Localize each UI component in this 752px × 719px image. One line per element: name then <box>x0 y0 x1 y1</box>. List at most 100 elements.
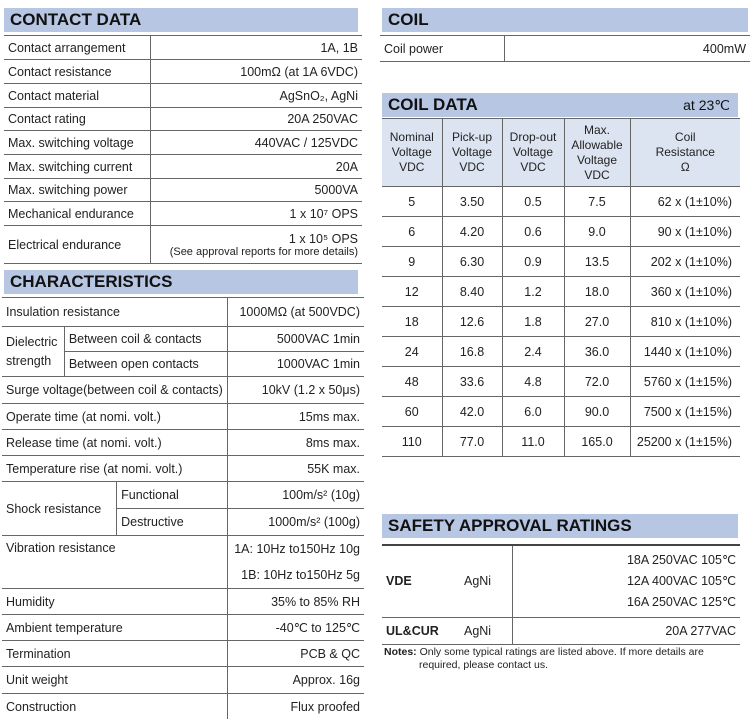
contact-row: Mechanical endurance 1 x 10⁷ OPS <box>4 201 362 226</box>
coil-data-header-line: VDC <box>520 160 546 174</box>
contact-row-value: 1 x 10⁷ OPS <box>149 201 362 226</box>
coil-data-cell: 25200 x (1±15%) <box>629 426 740 457</box>
char-row: Release time (at nomi. volt.) 8ms max. <box>2 429 364 456</box>
char-row-value: 8ms max. <box>226 429 364 456</box>
contact-row: Contact material AgSnO₂, AgNi <box>4 83 362 108</box>
contact-row-value: 100mΩ (at 1A 6VDC) <box>149 59 362 84</box>
coil-data-cell: 27.0 <box>563 306 630 337</box>
coil-data-cell: 12.6 <box>441 306 502 337</box>
char-row-value: 10kV (1.2 x 50μs) <box>226 376 364 404</box>
coil-data-cell: 6.0 <box>501 396 564 427</box>
coil-data-header-line: Voltage <box>391 145 432 159</box>
contact-row-value-text: 20A 250VAC <box>287 112 358 126</box>
coil-data-header-line: Coil <box>674 130 696 144</box>
coil-data-cell: 5760 x (1±15%) <box>629 366 740 397</box>
shock-sub-label-1: Functional <box>116 481 228 509</box>
coil-data-header-line: Ω <box>680 160 690 174</box>
coil-table: Coil power 400mW <box>380 35 750 62</box>
char-row-label: Operate time (at nomi. volt.) <box>2 403 228 430</box>
coil-data-header-line: Nominal <box>389 130 434 144</box>
contact-row: Contact arrangement 1A, 1B <box>4 35 362 60</box>
coil-data-cell: 12 <box>382 276 442 307</box>
contact-row-value-text: 20A <box>335 159 358 174</box>
coil-data-row: 5 3.50 0.5 7.5 62 x (1±10%) <box>382 186 740 217</box>
char-row: Humidity 35% to 85% RH <box>2 588 364 615</box>
contact-row-label: Contact arrangement <box>4 35 150 60</box>
contact-row-value-text: 440VAC / 125VDC <box>254 135 358 150</box>
char-row-value: 35% to 85% RH <box>226 588 364 615</box>
vibration-values: 1A: 10Hz to150Hz 10g 1B: 10Hz to150Hz 5g <box>226 535 364 589</box>
coil-data-cell: 1.2 <box>501 276 564 307</box>
coil-data-cell: 13.5 <box>563 246 630 277</box>
coil-data-cell: 9.0 <box>563 216 630 247</box>
char-row-insulation: Insulation resistance 1000MΩ (at 500VDC) <box>2 297 364 327</box>
coil-data-cell: 18.0 <box>563 276 630 307</box>
safety-title: SAFETY APPROVAL RATINGS <box>388 516 632 535</box>
char-row-label: Ambient temperature <box>2 614 228 641</box>
coil-data-cell: 33.6 <box>441 366 502 397</box>
coil-data-column-header: Max. Allowable Voltage VDC <box>563 118 630 187</box>
safety-table: VDE AgNi 18A 250VAC 105℃ 12A 400VAC 105℃… <box>382 544 740 645</box>
insulation-value: 1000MΩ (at 500VDC) <box>226 297 364 327</box>
coil-data-column-header: Pick-up Voltage VDC <box>441 118 502 187</box>
coil-data-header-line: VDC <box>584 167 610 182</box>
char-row: Ambient temperature -40℃ to 125℃ <box>2 614 364 641</box>
coil-data-cell: 2.4 <box>501 336 564 367</box>
safety-header: SAFETY APPROVAL RATINGS <box>382 514 738 538</box>
dielectric-label: Dielectric strength <box>2 326 65 377</box>
coil-data-row: 60 42.0 6.0 90.0 7500 x (1±15%) <box>382 396 740 427</box>
vde-standard: VDE <box>382 545 443 618</box>
coil-data-cell: 24 <box>382 336 442 367</box>
contact-row-label: Contact material <box>4 83 150 108</box>
contact-row-label: Mechanical endurance <box>4 201 150 226</box>
coil-data-header-row: Nominal Voltage VDC Pick-up Voltage VDC Drop-o… <box>382 118 740 187</box>
dielectric-sub-label-2: Between open contacts <box>63 351 228 377</box>
coil-data-cell: 6.30 <box>441 246 502 277</box>
coil-data-row: 12 8.40 1.2 18.0 360 x (1±10%) <box>382 276 740 307</box>
char-row: Termination PCB & QC <box>2 640 364 667</box>
contact-row-label: Max. switching current <box>4 154 150 179</box>
notes-label: Notes: <box>384 646 417 658</box>
contact-row: Electrical endurance 1 x 10⁵ OPS (See appr… <box>4 225 362 264</box>
char-row-value: Flux proofed <box>226 693 364 719</box>
contact-row-value-text: 1A, 1B <box>320 40 358 55</box>
char-row-value: -40℃ to 125℃ <box>226 614 364 641</box>
coil-data-cell: 810 x (1±10%) <box>629 306 740 337</box>
contact-data-table: Contact arrangement 1A, 1B Contact resista… <box>4 35 362 264</box>
char-row-dielectric-2: Between open contacts 1000VAC 1min <box>2 351 364 377</box>
coil-data-row: 110 77.0 11.0 165.0 25200 x (1±15%) <box>382 426 740 457</box>
contact-row: Max. switching power 5000VA <box>4 178 362 202</box>
safety-row-vde: VDE AgNi 18A 250VAC 105℃ 12A 400VAC 105℃… <box>382 545 740 618</box>
coil-data-table: Nominal Voltage VDC Pick-up Voltage VDC Drop-o… <box>382 118 740 457</box>
coil-data-header-line: Allowable <box>571 137 623 152</box>
characteristics-title: CHARACTERISTICS <box>10 272 173 291</box>
vde-material: AgNi <box>442 545 513 618</box>
coil-data-header-line: Resistance <box>655 145 715 159</box>
coil-data-row: 18 12.6 1.8 27.0 810 x (1±10%) <box>382 306 740 337</box>
char-row-vibration: Vibration resistance 1A: 10Hz to150Hz 10… <box>2 535 364 589</box>
coil-data-row: 48 33.6 4.8 72.0 5760 x (1±15%) <box>382 366 740 397</box>
char-row-value: 15ms max. <box>226 403 364 430</box>
safety-row-ul: UL&CUR AgNi 20A 277VAC <box>382 617 740 645</box>
coil-data-cell: 5 <box>382 186 442 217</box>
coil-data-cell: 1440 x (1±10%) <box>629 336 740 367</box>
char-row-shock-1: Shock resistance Functional 100m/s² (10g… <box>2 481 364 536</box>
coil-title: COIL <box>388 10 429 29</box>
coil-data-cell: 90 x (1±10%) <box>629 216 740 247</box>
coil-data-cell: 165.0 <box>563 426 630 457</box>
dielectric-value-1: 5000VAC 1min <box>226 326 364 352</box>
coil-power-label: Coil power <box>380 35 504 62</box>
coil-data-column-header: Coil Resistance Ω <box>629 118 740 187</box>
vibration-value-1b: 1B: 10Hz to150Hz 5g <box>241 568 360 582</box>
vde-rating-3: 16A 250VAC 125℃ <box>626 594 736 609</box>
contact-row-value-text: AgSnO₂, AgNi <box>279 88 358 103</box>
coil-data-cell: 90.0 <box>563 396 630 427</box>
char-row-label: Construction <box>2 693 228 719</box>
vde-rating-1: 18A 250VAC 105℃ <box>626 552 736 567</box>
coil-data-header: COIL DATA at 23℃ <box>382 93 738 117</box>
shock-sub-label-2: Destructive <box>116 508 228 536</box>
shock-label: Shock resistance <box>2 481 117 536</box>
coil-data-cell: 110 <box>382 426 442 457</box>
notes-line-1: Only some typical ratings are listed abo… <box>419 646 704 658</box>
coil-data-cell: 7.5 <box>563 186 630 217</box>
